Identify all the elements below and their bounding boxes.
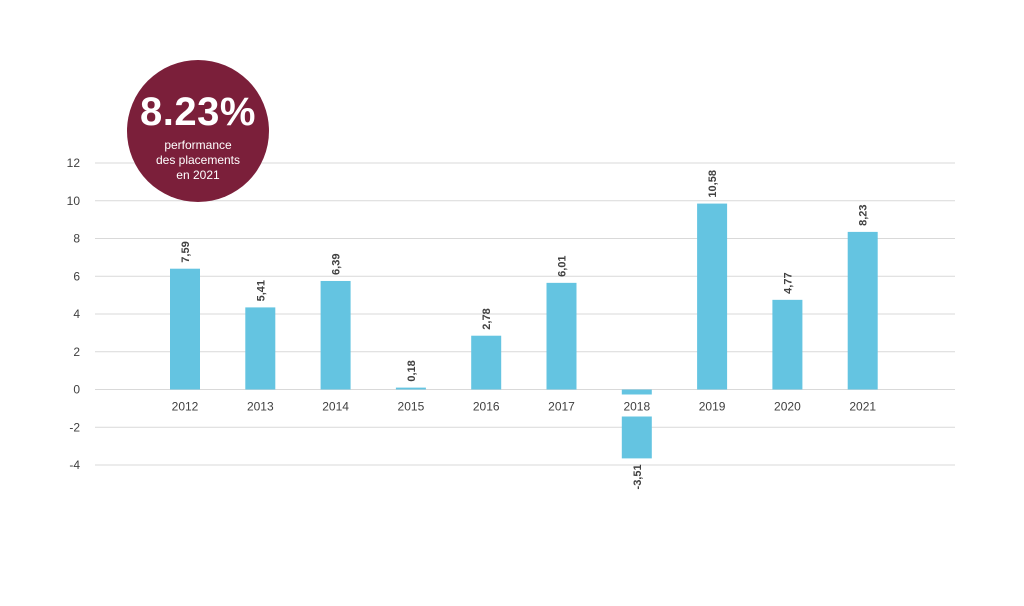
x-tick-label-background — [842, 394, 883, 417]
y-tick-label: -4 — [69, 458, 80, 472]
data-label-2017: 6,01 — [557, 255, 569, 276]
badge-caption: performance des placements en 2021 — [143, 138, 253, 183]
bars — [170, 203, 878, 459]
x-tick-label-background — [390, 394, 431, 417]
bar-2015 — [395, 387, 426, 390]
x-tick-label-background — [616, 394, 657, 417]
y-tick-label: 6 — [73, 269, 80, 283]
badge-caption-line-1: performance — [164, 138, 232, 152]
x-tick-label: 2015 — [398, 400, 425, 414]
x-tick-label-background — [541, 394, 582, 417]
gridlines — [95, 162, 955, 466]
data-label-2018: -3,51 — [632, 464, 644, 489]
y-tick-label: 10 — [67, 194, 81, 208]
x-axis-ticks: 2012 2013 2014 2015 2016 2017 2018 2019 2020 2021 — [165, 394, 883, 417]
y-tick-label: 0 — [73, 383, 80, 397]
y-tick-label: 8 — [73, 232, 80, 246]
badge-caption-line-2: des placements — [155, 153, 241, 167]
x-tick-label: 2013 — [247, 400, 274, 414]
x-tick-label-background — [767, 394, 808, 417]
bar-2017 — [546, 282, 577, 390]
bar-2020 — [772, 299, 803, 390]
badge-caption-line-3: en 2021 — [176, 168, 220, 182]
data-labels: 7,59 5,41 6,39 0,18 2,78 6,01 -3,51 10,58 4,77 8,… — [180, 170, 870, 489]
data-label-2015: 0,18 — [406, 360, 418, 381]
x-tick-label-background — [315, 394, 356, 417]
y-tick-label: -2 — [69, 420, 80, 434]
y-tick-label: 4 — [73, 307, 80, 321]
bar-2016 — [471, 335, 502, 390]
x-tick-label: 2020 — [774, 400, 801, 414]
x-tick-label: 2019 — [699, 400, 726, 414]
x-tick-label: 2018 — [623, 400, 650, 414]
bar-2021 — [847, 231, 878, 390]
data-label-2014: 6,39 — [331, 254, 343, 275]
x-tick-label: 2012 — [172, 400, 199, 414]
bar-2019 — [697, 203, 728, 390]
data-label-2020: 4,77 — [782, 272, 794, 293]
x-tick-label: 2014 — [322, 400, 349, 414]
data-label-2013: 5,41 — [255, 280, 267, 301]
x-tick-label: 2017 — [548, 400, 575, 414]
x-tick-label-background — [165, 394, 205, 417]
data-label-2019: 10,58 — [707, 170, 719, 198]
bar-2012 — [170, 268, 200, 390]
x-tick-label-background — [240, 394, 281, 417]
y-tick-label: 12 — [67, 156, 81, 170]
x-tick-label-background — [466, 394, 507, 417]
x-tick-label-background — [692, 394, 733, 417]
data-label-2021: 8,23 — [858, 204, 870, 225]
y-tick-label: 2 — [73, 345, 80, 359]
performance-badge: 8.23% performance des placements en 2021 — [127, 60, 269, 202]
y-axis-ticks: 12 10 8 6 4 2 0 -2 -4 — [67, 156, 81, 472]
badge-value: 8.23% — [140, 90, 256, 134]
x-tick-label: 2016 — [473, 400, 500, 414]
x-tick-label: 2021 — [849, 400, 876, 414]
data-label-2012: 7,59 — [180, 241, 192, 262]
data-label-2016: 2,78 — [481, 308, 493, 329]
bar-2013 — [245, 307, 276, 390]
bar-2014 — [320, 280, 351, 390]
